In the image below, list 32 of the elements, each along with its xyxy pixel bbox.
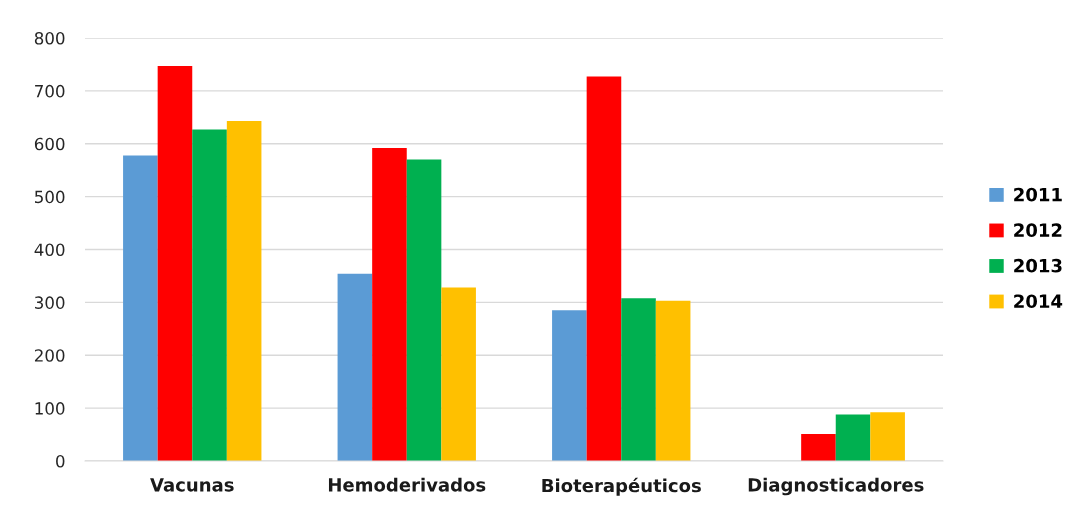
bar: [621, 298, 656, 461]
bar: [123, 155, 158, 461]
y-tick-label: 0: [56, 454, 65, 468]
y-tick-label: 800: [34, 31, 65, 45]
y-tick-label: 300: [35, 296, 65, 309]
y-tick-label: 100: [35, 402, 65, 415]
legend-label: 2014: [1014, 294, 1063, 309]
x-tick-label: Vacunas: [150, 478, 234, 492]
bar: [835, 414, 871, 461]
legend-label: 2013: [1014, 258, 1062, 273]
y-tick-label: 600: [34, 137, 65, 151]
bar: [801, 434, 836, 461]
x-tick-label: Bioterapéuticos: [542, 477, 701, 496]
bar: [586, 76, 622, 461]
bar: [337, 273, 373, 461]
bar: [372, 147, 407, 461]
bar: [406, 159, 442, 461]
y-tick-label: 400: [34, 243, 65, 257]
bar: [655, 300, 691, 461]
y-tick-label: 200: [34, 349, 65, 362]
bar: [870, 412, 905, 461]
legend-label: 2012: [1014, 223, 1062, 237]
legend-label: 2011: [1014, 187, 1062, 202]
bar: [192, 129, 227, 461]
bar: [441, 287, 476, 461]
y-tick-label: 700: [35, 84, 65, 98]
y-tick-label: 500: [35, 190, 65, 204]
bar: [157, 66, 193, 461]
bar: [226, 121, 262, 461]
x-tick-label: Diagnosticadores: [748, 477, 924, 496]
x-tick-label: Hemoderivados: [328, 477, 486, 492]
bar: [552, 310, 587, 461]
